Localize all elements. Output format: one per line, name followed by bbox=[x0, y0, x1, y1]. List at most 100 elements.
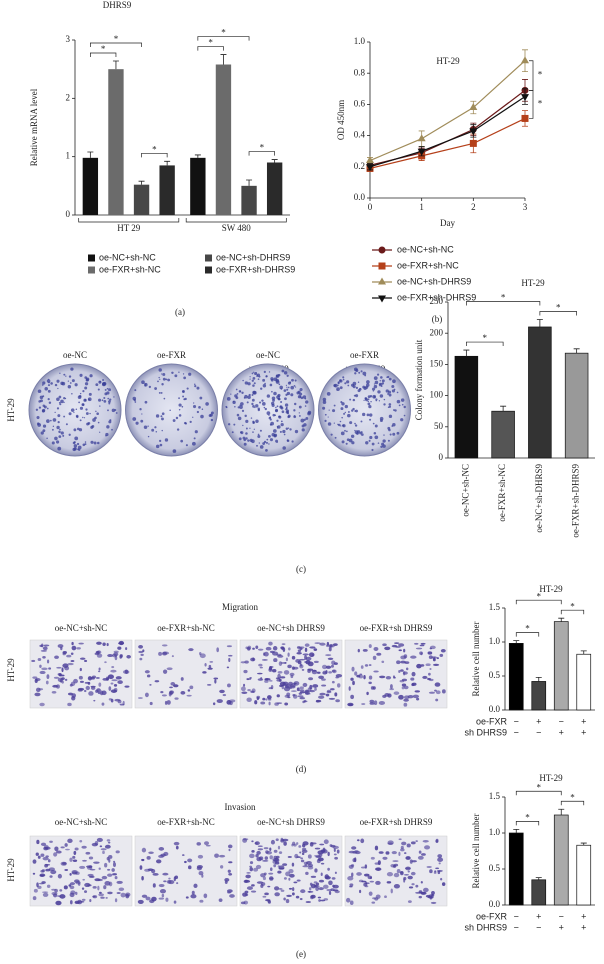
colony bbox=[39, 395, 44, 400]
stained-cell bbox=[314, 884, 320, 888]
colony bbox=[378, 400, 381, 402]
stained-cell bbox=[284, 702, 289, 706]
colony bbox=[99, 431, 101, 433]
stained-cell bbox=[410, 655, 417, 659]
colony bbox=[279, 430, 282, 433]
series-line bbox=[369, 96, 526, 168]
colony bbox=[358, 371, 361, 374]
colony bbox=[56, 440, 60, 444]
legend-swatch bbox=[205, 266, 212, 274]
bar bbox=[133, 184, 150, 215]
colony bbox=[351, 409, 354, 412]
colony bbox=[403, 405, 406, 409]
stained-cell bbox=[141, 847, 147, 853]
stained-cell bbox=[392, 860, 399, 863]
stained-cell bbox=[328, 697, 336, 700]
stained-cell bbox=[285, 871, 291, 877]
colony bbox=[290, 385, 295, 390]
marker bbox=[521, 114, 529, 122]
stained-cell bbox=[169, 686, 173, 689]
condition-sign: − bbox=[536, 727, 541, 737]
colony bbox=[355, 394, 359, 398]
colony bbox=[269, 383, 273, 387]
stained-cell bbox=[297, 695, 304, 698]
stained-cell bbox=[203, 893, 208, 899]
stained-cell bbox=[251, 840, 254, 843]
y-tick-label: 200 bbox=[430, 327, 444, 337]
stained-cell bbox=[41, 667, 48, 671]
colony bbox=[302, 395, 307, 399]
stained-cell bbox=[63, 885, 68, 890]
colony bbox=[141, 380, 145, 385]
stained-cell bbox=[404, 661, 410, 664]
marker bbox=[469, 128, 478, 136]
stained-cell bbox=[312, 684, 319, 688]
stained-cell bbox=[112, 862, 116, 867]
colony bbox=[337, 381, 340, 384]
stained-cell bbox=[436, 657, 439, 660]
colony bbox=[175, 416, 179, 420]
stained-cell bbox=[93, 699, 96, 702]
stained-cell bbox=[399, 679, 405, 683]
colony bbox=[349, 421, 353, 425]
colony bbox=[174, 374, 178, 378]
colony bbox=[239, 390, 241, 392]
stained-cell bbox=[349, 885, 353, 888]
stained-cell bbox=[268, 876, 274, 881]
colony bbox=[135, 421, 139, 425]
stained-cell bbox=[257, 678, 264, 681]
colony bbox=[132, 396, 137, 401]
stained-cell bbox=[173, 684, 179, 688]
stained-cell bbox=[137, 697, 143, 699]
colony bbox=[301, 428, 305, 432]
colony bbox=[280, 406, 284, 410]
stained-cell bbox=[214, 853, 219, 858]
stained-cell bbox=[71, 641, 74, 646]
stained-cell bbox=[276, 702, 283, 705]
y-tick-label: 1.0 bbox=[489, 827, 501, 837]
significance-bracket bbox=[197, 46, 224, 51]
colony bbox=[271, 396, 276, 401]
colony bbox=[396, 399, 401, 404]
significance-bracket bbox=[515, 790, 562, 796]
stained-cell bbox=[313, 648, 318, 651]
stained-cell bbox=[359, 673, 363, 676]
stained-cell bbox=[249, 861, 254, 865]
colony bbox=[330, 433, 333, 436]
stained-cell bbox=[287, 664, 292, 669]
stained-cell bbox=[363, 882, 368, 887]
colony bbox=[151, 428, 155, 432]
stained-cell bbox=[403, 698, 409, 702]
colony bbox=[77, 448, 79, 451]
section-title: Invasion bbox=[225, 802, 256, 812]
colony bbox=[82, 443, 86, 447]
stained-cell bbox=[328, 890, 332, 896]
stained-cell bbox=[394, 642, 400, 644]
stained-cell bbox=[113, 652, 119, 657]
colony bbox=[394, 409, 397, 412]
colony bbox=[36, 416, 40, 420]
stained-cell bbox=[283, 841, 287, 846]
colony bbox=[239, 404, 241, 406]
stained-cell bbox=[244, 890, 249, 894]
significance-label: * bbox=[101, 44, 106, 54]
stained-cell bbox=[114, 898, 118, 903]
series-line bbox=[369, 60, 526, 162]
colony bbox=[199, 396, 203, 400]
colony bbox=[392, 432, 396, 436]
colony bbox=[258, 401, 262, 404]
colony bbox=[244, 381, 249, 385]
stained-cell bbox=[400, 669, 404, 672]
stained-cell bbox=[116, 892, 121, 894]
stained-cell bbox=[42, 656, 46, 659]
colony bbox=[79, 373, 83, 377]
stained-cell bbox=[158, 847, 165, 851]
colony bbox=[354, 422, 356, 425]
stained-cell bbox=[305, 900, 311, 904]
significance-label: * bbox=[260, 143, 265, 153]
legend-label: oe-FXR+sh-DHRS9 bbox=[397, 292, 476, 302]
stained-cell bbox=[307, 668, 314, 671]
stained-cell bbox=[416, 663, 422, 669]
colony bbox=[181, 390, 185, 393]
stained-cell bbox=[299, 851, 302, 854]
